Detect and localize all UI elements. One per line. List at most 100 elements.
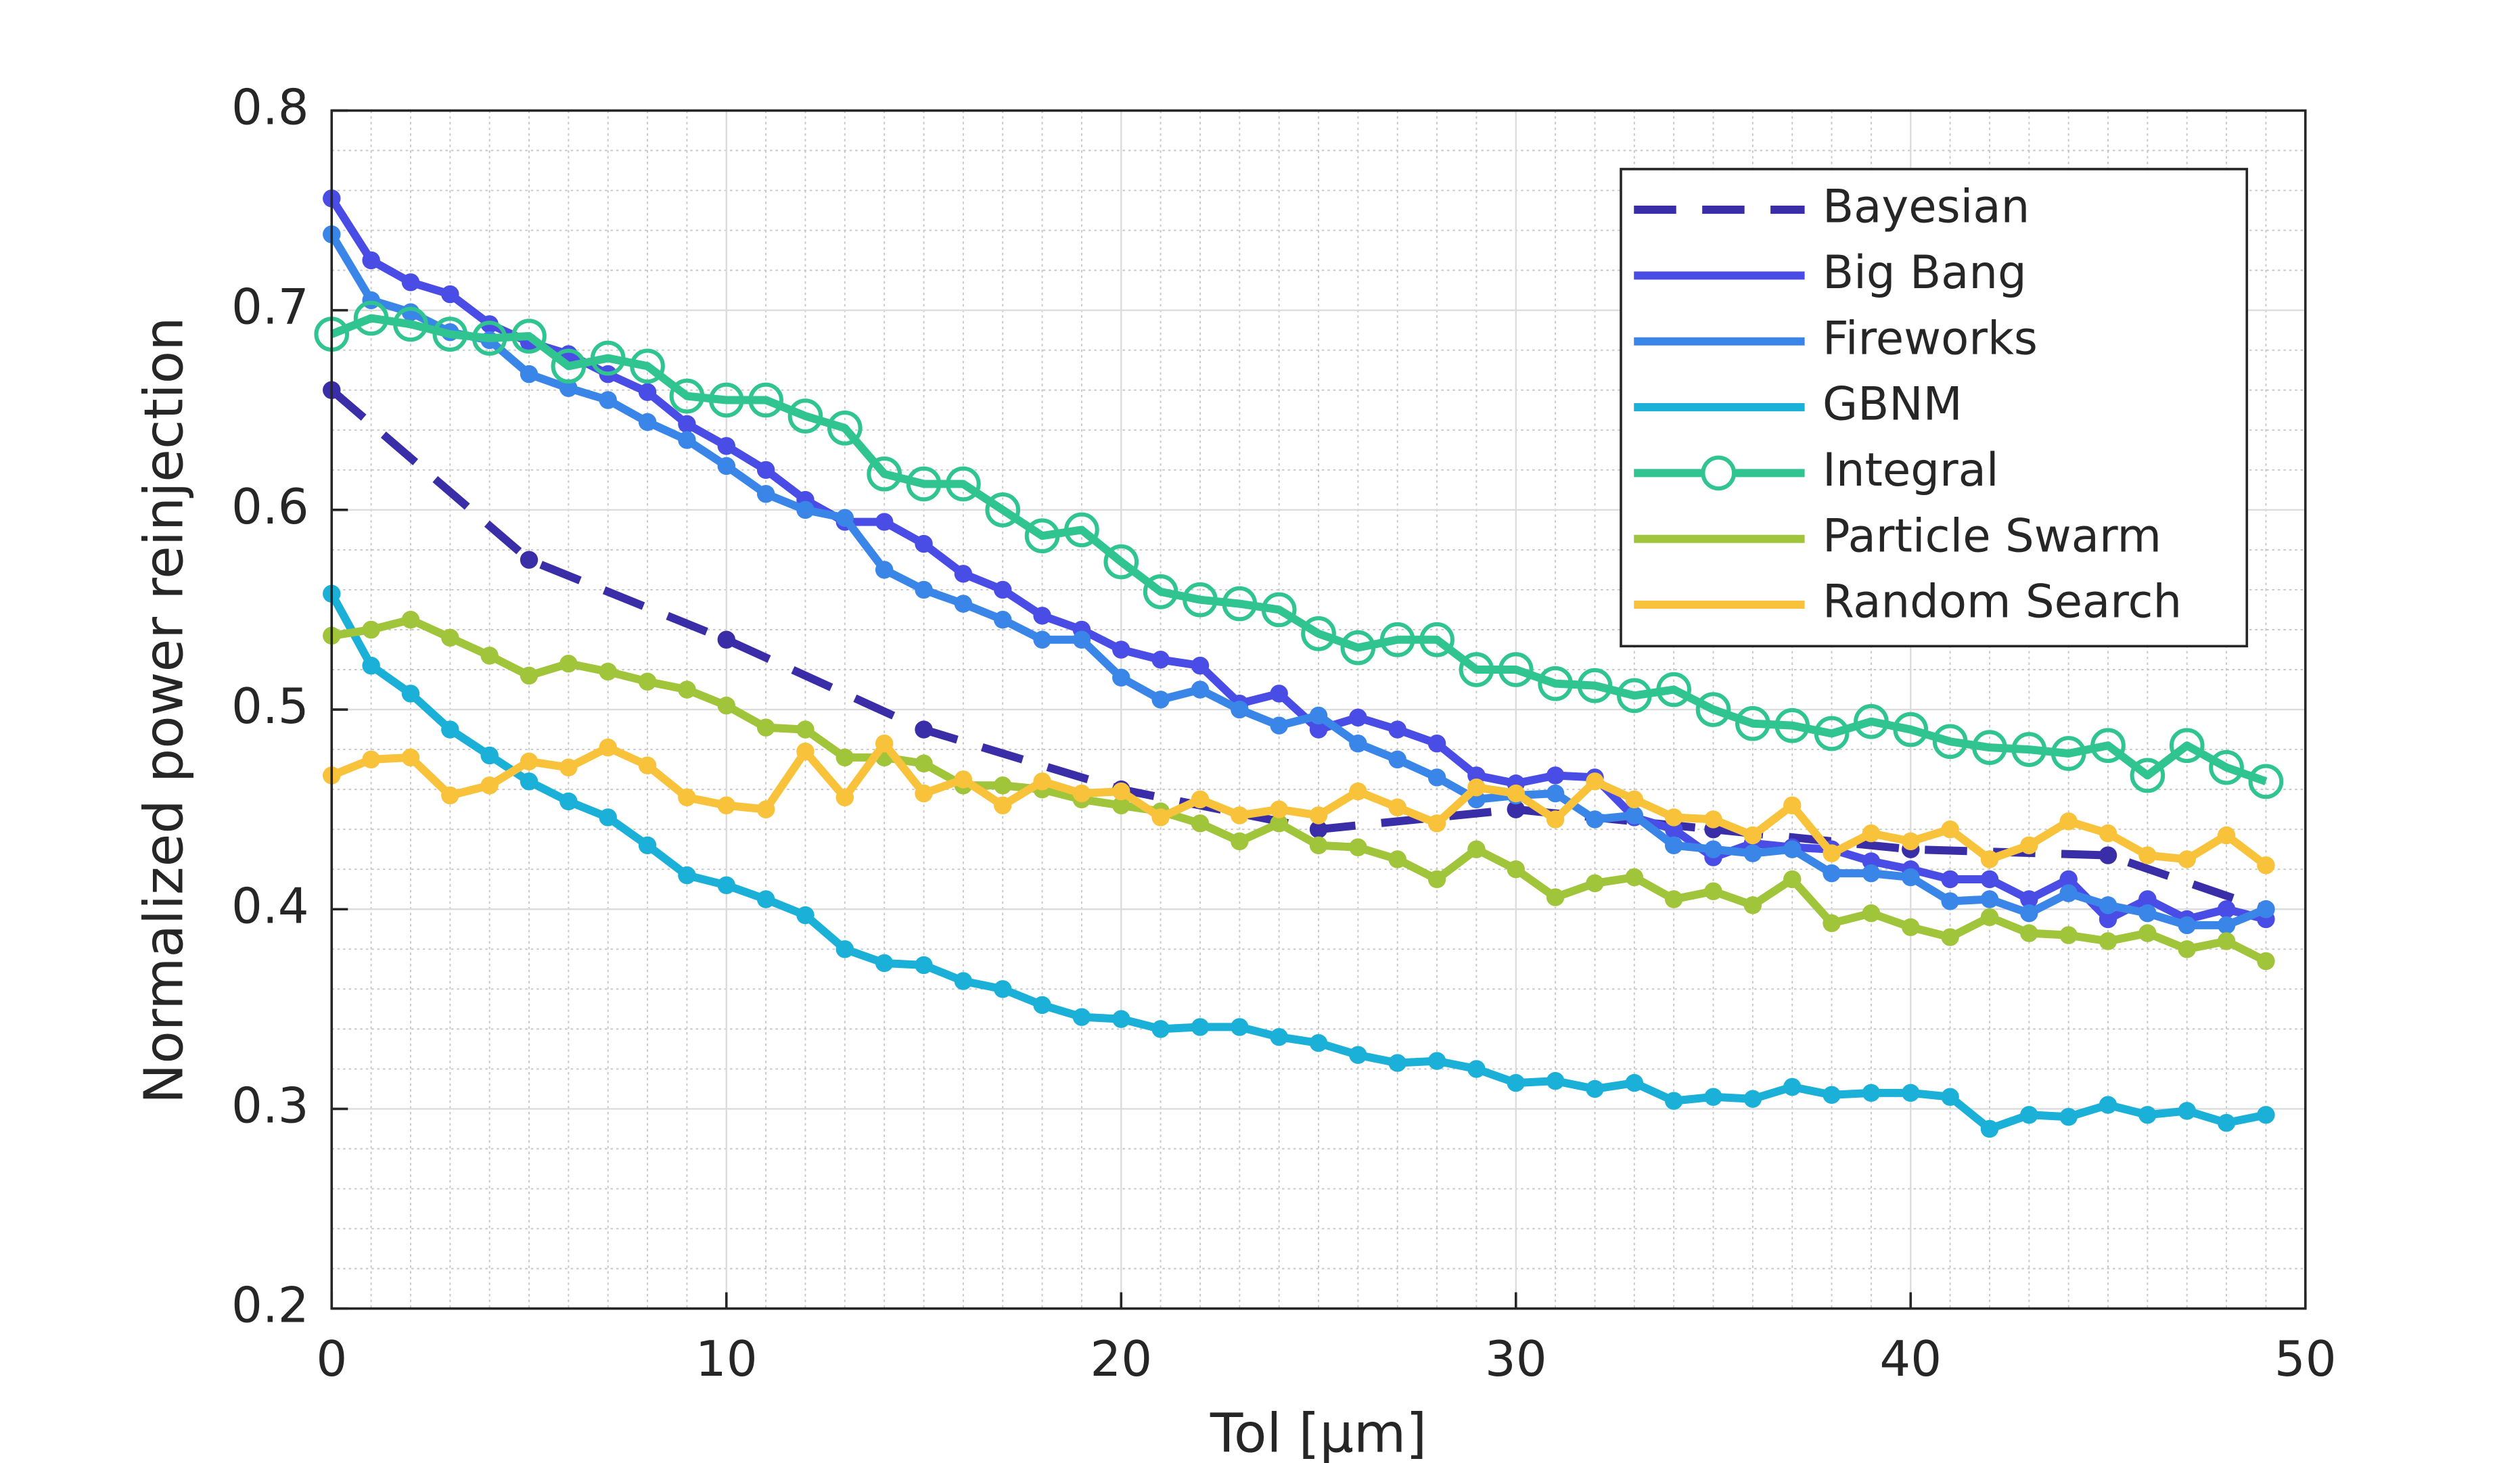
marker [520, 772, 539, 791]
legend-label: Bayesian [1823, 181, 2030, 233]
marker [1427, 735, 1446, 753]
marker [1735, 705, 1770, 741]
marker [1664, 1092, 1683, 1110]
marker [441, 628, 459, 647]
marker [1270, 684, 1288, 703]
marker [1427, 870, 1446, 889]
marker [796, 501, 815, 519]
marker [1664, 808, 1683, 827]
marker [915, 754, 933, 772]
marker [1379, 622, 1415, 657]
marker [1033, 630, 1051, 649]
marker [1231, 1018, 1249, 1036]
marker [1112, 782, 1130, 801]
marker [993, 580, 1012, 599]
marker [867, 456, 902, 492]
marker [906, 466, 942, 502]
marker [1112, 796, 1130, 814]
marker [1586, 1079, 1604, 1098]
marker [796, 742, 815, 761]
marker [1586, 810, 1604, 829]
marker [1270, 814, 1288, 833]
series [323, 584, 2275, 1138]
x-tick-label: 10 [695, 1331, 758, 1388]
marker [1862, 904, 1881, 923]
marker [1704, 840, 1722, 858]
marker [756, 800, 775, 818]
marker [2020, 924, 2038, 942]
marker [875, 735, 894, 753]
marker [1388, 850, 1406, 868]
marker [954, 565, 973, 583]
marker [1507, 1073, 1525, 1092]
marker [1191, 680, 1210, 699]
marker [2020, 836, 2038, 855]
marker [2099, 1096, 2117, 1114]
marker [1625, 790, 1644, 809]
marker [1151, 1020, 1170, 1038]
marker [1902, 918, 1920, 937]
marker [1893, 712, 1929, 747]
marker [1941, 820, 1959, 839]
x-tick-label: 50 [2274, 1331, 2337, 1388]
x-tick-label: 30 [1485, 1331, 1547, 1388]
marker [1616, 678, 1652, 714]
marker [1823, 914, 1841, 933]
marker [1783, 840, 1802, 858]
marker [915, 720, 933, 739]
marker [1862, 864, 1881, 883]
legend: Bayesian Big Bang Fireworks GBNM Integral Par… [1620, 168, 2249, 648]
marker [835, 748, 854, 767]
marker [2020, 904, 2038, 923]
marker [1941, 1088, 1959, 1106]
marker [2099, 896, 2117, 914]
legend-label: Particle Swarm [1823, 509, 2161, 562]
marker [2217, 916, 2236, 935]
marker [1902, 832, 1920, 851]
marker [678, 866, 696, 885]
marker [1941, 892, 1959, 910]
marker [638, 413, 657, 432]
marker [1388, 720, 1406, 739]
marker [1270, 1027, 1288, 1046]
marker [353, 300, 389, 336]
marker [1388, 1054, 1406, 1072]
marker [520, 365, 539, 384]
marker [1743, 1090, 1762, 1108]
marker [638, 672, 657, 691]
marker [1941, 870, 1959, 889]
marker [1231, 700, 1249, 719]
marker [1459, 652, 1494, 687]
marker [1419, 622, 1454, 657]
marker [678, 415, 696, 434]
marker [1664, 836, 1683, 855]
marker [1349, 1046, 1367, 1064]
marker [1507, 800, 1525, 818]
marker [717, 630, 735, 649]
marker [2178, 1102, 2196, 1120]
marker [1261, 592, 1297, 628]
marker [1309, 806, 1328, 825]
marker [1301, 616, 1336, 651]
marker [2178, 940, 2196, 958]
marker [2257, 900, 2275, 919]
marker [2138, 1106, 2157, 1124]
marker [1704, 810, 1722, 829]
legend-label: Integral [1823, 444, 1999, 496]
marker [1072, 1008, 1091, 1026]
marker [1151, 808, 1170, 827]
marker [1980, 908, 1999, 927]
marker [559, 758, 578, 776]
marker [511, 319, 547, 354]
marker [1340, 630, 1376, 666]
marker [1191, 790, 1210, 809]
marker [362, 656, 380, 675]
marker [1309, 836, 1328, 855]
marker [993, 611, 1012, 629]
marker [1467, 778, 1486, 797]
marker [1704, 882, 1722, 900]
marker [401, 748, 420, 767]
marker [835, 940, 854, 958]
marker [756, 718, 775, 737]
marker [1309, 1034, 1328, 1052]
